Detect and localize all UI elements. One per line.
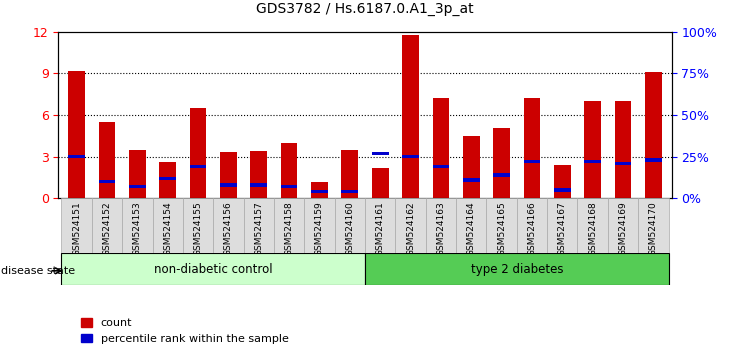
Bar [615,101,631,198]
Legend: count, percentile rank within the sample: count, percentile rank within the sample [76,314,293,348]
Text: GSM524165: GSM524165 [497,201,506,256]
Text: GSM524169: GSM524169 [618,201,628,256]
FancyBboxPatch shape [92,198,122,253]
FancyBboxPatch shape [274,198,304,253]
FancyBboxPatch shape [608,198,638,253]
Bar [584,101,601,198]
Bar [281,185,297,188]
FancyBboxPatch shape [244,198,274,253]
Bar [463,178,480,182]
FancyBboxPatch shape [548,198,577,253]
Text: GSM524167: GSM524167 [558,201,566,256]
Text: GSM524162: GSM524162 [406,201,415,256]
FancyBboxPatch shape [61,253,365,285]
Text: disease state: disease state [1,266,75,276]
Text: GSM524170: GSM524170 [649,201,658,256]
Text: GSM524153: GSM524153 [133,201,142,256]
Bar [220,153,237,198]
FancyBboxPatch shape [122,198,153,253]
Bar [159,177,176,180]
Bar [311,182,328,198]
Bar [250,151,267,198]
Bar [129,150,146,198]
Text: GSM524157: GSM524157 [254,201,264,256]
Bar [463,136,480,198]
Text: GSM524158: GSM524158 [285,201,293,256]
Text: GSM524161: GSM524161 [376,201,385,256]
Text: GSM524156: GSM524156 [224,201,233,256]
Bar [69,155,85,158]
Bar [99,122,115,198]
FancyBboxPatch shape [61,198,92,253]
Bar [645,72,661,198]
Bar [645,158,661,162]
Bar [372,152,388,155]
Bar [129,185,146,188]
FancyBboxPatch shape [577,198,608,253]
Text: GSM524155: GSM524155 [193,201,202,256]
FancyBboxPatch shape [365,198,396,253]
Bar [190,108,207,198]
Text: GSM524164: GSM524164 [466,201,476,256]
Text: GSM524168: GSM524168 [588,201,597,256]
FancyBboxPatch shape [304,198,334,253]
FancyBboxPatch shape [396,198,426,253]
Bar [493,127,510,198]
Bar [433,98,449,198]
Bar [523,98,540,198]
Text: GSM524151: GSM524151 [72,201,81,256]
Text: type 2 diabetes: type 2 diabetes [471,263,563,275]
Bar [402,155,419,158]
Bar [402,35,419,198]
Bar [342,150,358,198]
Bar [220,183,237,187]
Text: GDS3782 / Hs.6187.0.A1_3p_at: GDS3782 / Hs.6187.0.A1_3p_at [256,2,474,16]
Bar [190,165,207,169]
Bar [99,180,115,183]
FancyBboxPatch shape [456,198,486,253]
Text: GSM524159: GSM524159 [315,201,324,256]
Bar [250,183,267,187]
Text: non-diabetic control: non-diabetic control [154,263,272,275]
Bar [281,143,297,198]
Text: GSM524163: GSM524163 [437,201,445,256]
Bar [372,168,388,198]
Text: GSM524166: GSM524166 [528,201,537,256]
Bar [311,190,328,193]
Bar [433,165,449,169]
FancyBboxPatch shape [182,198,213,253]
Bar [615,161,631,165]
Bar [159,162,176,198]
FancyBboxPatch shape [517,198,548,253]
Text: GSM524160: GSM524160 [345,201,354,256]
FancyBboxPatch shape [153,198,182,253]
Bar [342,190,358,193]
Text: GSM524152: GSM524152 [102,201,112,256]
Text: GSM524154: GSM524154 [164,201,172,256]
FancyBboxPatch shape [334,198,365,253]
Bar [493,173,510,177]
FancyBboxPatch shape [486,198,517,253]
FancyBboxPatch shape [213,198,244,253]
Bar [584,160,601,163]
FancyBboxPatch shape [365,253,669,285]
Bar [523,160,540,163]
Bar [554,188,571,192]
FancyBboxPatch shape [426,198,456,253]
Bar [554,165,571,198]
FancyBboxPatch shape [638,198,669,253]
Bar [69,71,85,198]
